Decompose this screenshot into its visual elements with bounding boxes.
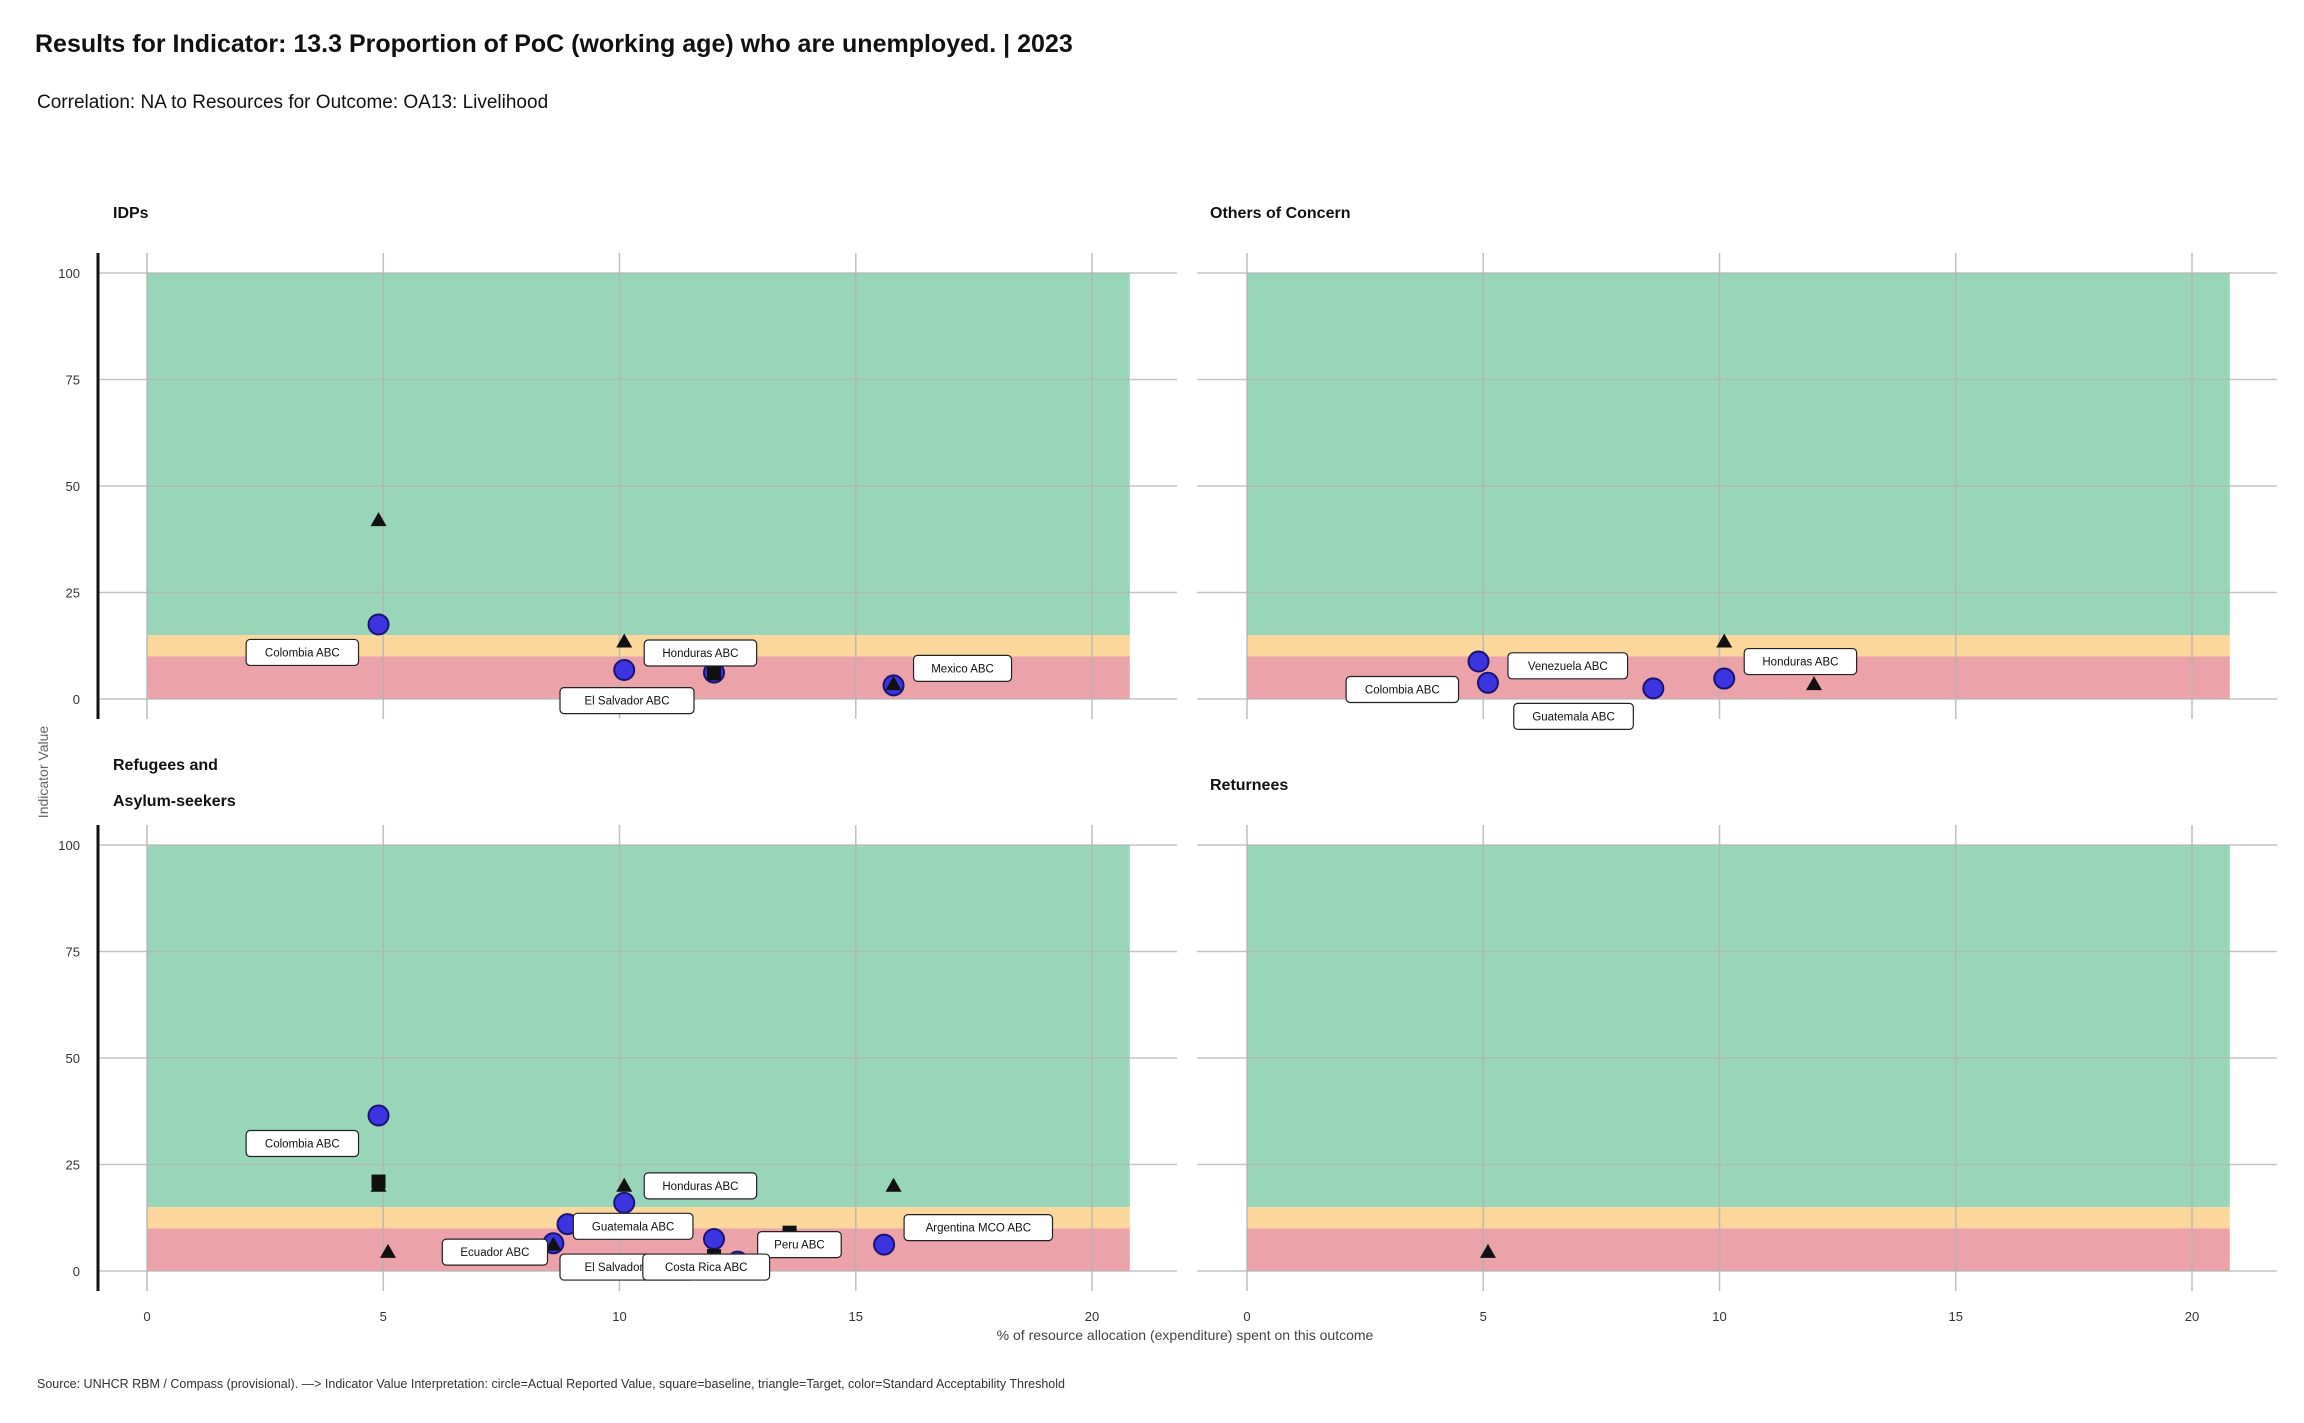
data-label-box	[245, 638, 360, 667]
x-tick-label: 20	[1085, 1309, 1099, 1324]
actual-value-marker	[613, 1191, 636, 1214]
data-label: Peru ABC	[774, 1240, 825, 1252]
y-axis-title: Indicator Value	[35, 726, 51, 819]
data-label: Guatemala ABC	[1532, 711, 1614, 723]
data-label-box	[1507, 652, 1629, 680]
y-tick-label: 0	[73, 1264, 80, 1279]
band-acceptable	[1247, 845, 2230, 1208]
data-label-box	[572, 1212, 694, 1240]
actual-value-marker	[613, 659, 636, 682]
actual-value-marker	[1713, 667, 1736, 690]
panel-2: 0 25 50 75 100 0 5 10 15 20 Refugees and Asylum-see…	[58, 757, 1177, 1324]
target-marker	[370, 512, 387, 527]
target-marker	[616, 1177, 633, 1192]
data-label: Argentina MCO ABC	[926, 1223, 1031, 1235]
data-label-box	[245, 1129, 360, 1158]
panel-0: 0 25 50 75 100 IDPs Colombia ABC Honduras ABC El…	[58, 205, 1177, 719]
panel-title: Asylum-seekers	[113, 793, 236, 810]
y-tick-label: 75	[66, 945, 80, 960]
actual-value-marker	[1476, 671, 1499, 694]
band-borderline	[1247, 635, 2230, 657]
actual-value-marker	[1642, 677, 1665, 700]
data-label-box	[912, 654, 1013, 682]
y-tick-label: 50	[66, 1051, 80, 1066]
chart-subtitle: Correlation: NA to Resources for Outcome…	[37, 92, 549, 113]
y-tick-label: 25	[66, 586, 80, 601]
data-label-box	[757, 1231, 842, 1259]
data-label: Colombia ABC	[265, 1139, 340, 1151]
panel-title: Refugees and	[113, 757, 218, 774]
target-marker	[616, 633, 633, 648]
x-tick-label: 15	[849, 1309, 863, 1324]
x-tick-label: 10	[612, 1309, 626, 1324]
x-tick-label: 15	[1949, 1309, 1963, 1324]
y-tick-label: 50	[66, 479, 80, 494]
target-marker	[885, 1177, 902, 1192]
x-tick-label: 5	[1480, 1309, 1487, 1324]
y-tick-label: 0	[73, 692, 80, 707]
actual-value-marker	[1467, 650, 1490, 673]
data-label-box	[1345, 675, 1460, 704]
data-label-box	[1743, 647, 1858, 676]
target-marker	[1806, 676, 1822, 691]
y-tick-label: 100	[58, 266, 80, 281]
chart-caption: Source: UNHCR RBM / Compass (provisional…	[37, 1377, 1065, 1391]
band-borderline	[147, 635, 1130, 657]
data-label: Honduras ABC	[662, 1181, 738, 1193]
data-label-box	[903, 1213, 1054, 1242]
x-axis-title: % of resource allocation (expenditure) s…	[997, 1327, 1374, 1343]
data-label: Mexico ABC	[931, 663, 994, 675]
actual-value-marker	[367, 1104, 390, 1127]
target-marker	[885, 676, 902, 691]
data-label-box	[643, 639, 758, 667]
data-label: Colombia ABC	[1365, 685, 1440, 697]
data-label: El Salvador ABC	[584, 696, 669, 708]
y-tick-label: 100	[58, 838, 80, 853]
baseline-marker	[707, 666, 721, 681]
data-label: Venezuela ABC	[1528, 661, 1608, 673]
data-label: Honduras ABC	[1762, 657, 1838, 669]
band-acceptable	[1247, 273, 2230, 636]
panel-title: Others of Concern	[1210, 205, 1350, 222]
actual-value-marker	[367, 613, 390, 636]
target-marker	[1479, 1243, 1496, 1258]
band-acceptable	[147, 273, 1130, 636]
x-tick-label: 10	[1712, 1309, 1726, 1324]
data-label: Costa Rica ABC	[665, 1262, 747, 1274]
actual-value-marker	[703, 1228, 725, 1251]
panel-title: IDPs	[113, 205, 149, 222]
band-borderline	[1247, 1207, 2230, 1229]
target-marker	[545, 1236, 562, 1251]
data-label-box	[642, 1253, 771, 1281]
data-label-box	[1513, 702, 1634, 730]
target-marker	[1716, 633, 1733, 648]
x-tick-label: 20	[2185, 1309, 2199, 1324]
data-label-box	[643, 1172, 758, 1200]
x-tick-label: 0	[143, 1309, 150, 1324]
target-marker	[379, 1243, 396, 1258]
y-tick-label: 75	[66, 373, 80, 388]
actual-value-marker	[873, 1233, 896, 1256]
panel-3: 0 5 10 15 20 Returnees	[1197, 777, 2277, 1324]
data-label: Colombia ABC	[265, 647, 340, 659]
data-label: Ecuador ABC	[460, 1247, 529, 1259]
target-marker	[370, 1177, 387, 1192]
band-unacceptable	[1247, 1228, 2230, 1271]
x-tick-label: 0	[1243, 1309, 1250, 1324]
chart-title: Results for Indicator: 13.3 Proportion o…	[35, 30, 1073, 58]
panel-1: Others of Concern Colombia ABC Venezuela A…	[1197, 205, 2277, 730]
panel-title: Returnees	[1210, 777, 1288, 794]
data-label-box	[441, 1238, 549, 1266]
y-tick-label: 25	[66, 1158, 80, 1173]
data-label: Honduras ABC	[662, 648, 738, 660]
x-tick-label: 5	[380, 1309, 387, 1324]
data-label: Guatemala ABC	[592, 1221, 674, 1233]
data-label-box	[559, 686, 695, 715]
